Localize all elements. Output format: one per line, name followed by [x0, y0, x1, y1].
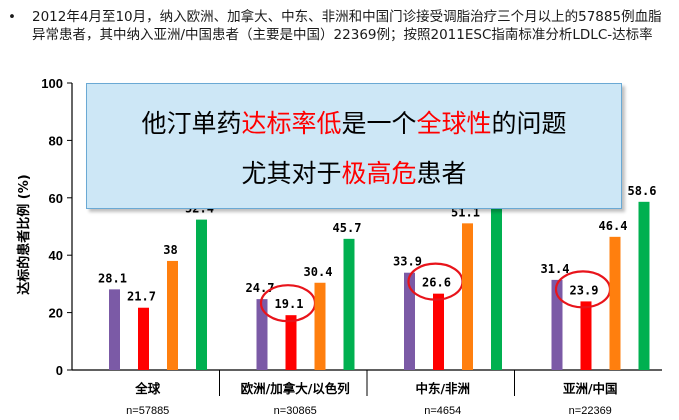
callout-box: 他汀单药达标率低是一个全球性的问题 尤其对于极高危患者	[86, 83, 622, 209]
callout-line-1-segment: 的问题	[491, 109, 567, 138]
y-tick-label: 100	[41, 76, 63, 91]
data-label: 24.7	[246, 281, 275, 295]
bar	[167, 260, 178, 370]
bar	[404, 272, 415, 370]
data-label: 30.4	[304, 265, 333, 279]
data-label: 33.9	[393, 255, 422, 269]
callout-line-1-segment: 他汀单药	[141, 109, 242, 138]
bar	[638, 201, 650, 370]
bar	[580, 301, 592, 370]
data-label: 45.7	[333, 221, 362, 235]
data-label: 31.4	[541, 262, 570, 276]
category-label: 亚洲/中国	[563, 381, 618, 396]
bar	[285, 315, 297, 370]
bar	[256, 299, 268, 370]
y-tick-label: 80	[49, 133, 63, 148]
bar	[462, 223, 473, 370]
y-tick-label: 0	[56, 363, 63, 378]
category-label: 欧洲/加拿大/以色列	[241, 381, 350, 396]
callout-line-1-segment: 全球性	[416, 109, 492, 138]
bar	[314, 282, 326, 370]
callout-line-1: 他汀单药达标率低是一个全球性的问题	[87, 104, 621, 140]
data-label: 26.6	[422, 276, 451, 290]
data-label: 38	[163, 243, 177, 257]
data-label: 58.6	[628, 184, 657, 198]
bar	[343, 238, 355, 370]
category-label: 全球	[134, 381, 161, 396]
sample-size-label: n=57885	[126, 405, 169, 417]
callout-line-2: 尤其对于极高危患者	[87, 154, 621, 190]
callout-line-2-segment: 极高危	[341, 159, 417, 188]
data-label: 28.1	[98, 271, 127, 285]
sample-size-label: n=30865	[274, 405, 317, 417]
bar	[491, 200, 502, 370]
bullet: •	[8, 9, 16, 25]
category-label: 中东/非洲	[415, 381, 470, 396]
data-label: 46.4	[599, 219, 628, 233]
bar	[138, 307, 149, 370]
sample-size-label: n=4654	[424, 405, 461, 417]
data-label: 21.7	[127, 290, 156, 304]
bar	[109, 289, 120, 370]
sample-size-label: n=22369	[569, 405, 612, 417]
y-tick-label: 20	[49, 306, 63, 321]
y-axis-label: 达标的患者比例 (%)	[16, 174, 32, 294]
data-label: 23.9	[570, 283, 599, 297]
y-tick-label: 60	[49, 191, 63, 206]
callout-line-1-segment: 达标率低	[241, 109, 342, 138]
callout-line-2-segment: 患者	[416, 159, 467, 188]
intro-text: • 2012年4月至10月，纳入欧洲、加拿大、中东、非洲和中国门诊接受调脂治疗三…	[8, 8, 668, 44]
data-label: 19.1	[275, 297, 304, 311]
bar	[551, 279, 563, 370]
bar	[433, 293, 444, 370]
callout-line-2-segment: 尤其对于	[241, 159, 342, 188]
bar	[609, 236, 621, 370]
intro-paragraph: 2012年4月至10月，纳入欧洲、加拿大、中东、非洲和中国门诊接受调脂治疗三个月…	[32, 9, 662, 43]
bar	[196, 219, 207, 370]
y-tick-label: 40	[49, 248, 63, 263]
callout-line-1-segment: 是一个	[341, 109, 417, 138]
